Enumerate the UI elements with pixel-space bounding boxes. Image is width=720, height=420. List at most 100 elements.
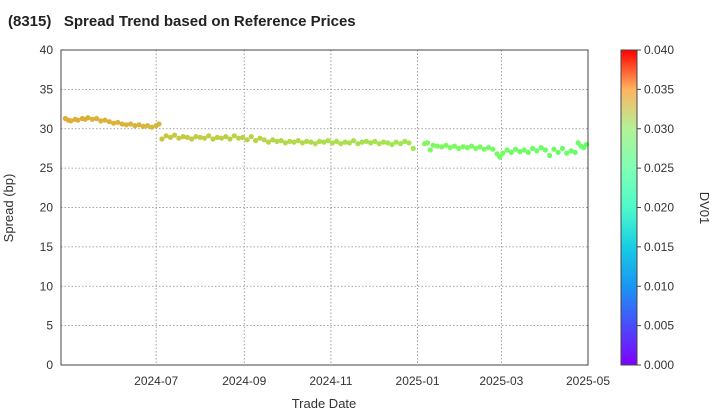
y-axis-label: Spread (bp) <box>1 174 16 243</box>
data-point <box>555 149 561 155</box>
data-point <box>123 122 129 128</box>
data-point <box>163 133 169 139</box>
colorbar-tick-label: 0.000 <box>644 358 674 372</box>
colorbar-tick-label: 0.030 <box>644 122 674 136</box>
data-point <box>424 140 431 146</box>
data-point <box>291 139 297 145</box>
data-point <box>201 135 208 141</box>
colorbar-tick-label: 0.020 <box>644 201 674 215</box>
data-point <box>521 147 527 153</box>
data-point <box>385 140 391 146</box>
data-point <box>145 123 151 129</box>
x-tick-label: 2025-01 <box>396 374 440 388</box>
data-point <box>75 117 81 123</box>
data-point <box>534 148 540 154</box>
data-point <box>119 121 125 127</box>
data-point <box>261 137 267 143</box>
data-point <box>111 120 117 126</box>
data-point <box>206 133 212 139</box>
data-point <box>223 134 229 140</box>
y-tick-label: 30 <box>40 122 54 136</box>
data-point <box>159 136 165 142</box>
data-point <box>282 140 288 146</box>
x-tick-label: 2024-07 <box>134 374 178 388</box>
y-tick-label: 15 <box>40 240 54 254</box>
y-tick-label: 35 <box>40 82 54 96</box>
colorbar-tick-label: 0.005 <box>644 319 674 333</box>
plot-frame <box>60 49 589 366</box>
data-point <box>299 140 306 146</box>
data-point <box>551 146 557 152</box>
data-point <box>85 115 91 121</box>
data-point <box>193 134 199 140</box>
data-point <box>304 138 310 144</box>
data-point <box>156 121 162 127</box>
colorbar-ticks: 0.000 0.005 0.010 0.015 0.020 0.025 0.030 0.035… <box>637 43 674 372</box>
data-point <box>372 138 378 144</box>
data-point <box>244 137 250 143</box>
data-point <box>464 145 470 151</box>
data-point <box>376 141 382 147</box>
data-point <box>447 145 453 151</box>
data-point <box>508 149 514 155</box>
data-point <box>443 142 449 148</box>
x-tick-label: 2025-05 <box>566 374 610 388</box>
data-point <box>468 143 475 149</box>
data-point <box>248 134 254 140</box>
data-point <box>538 145 544 151</box>
data-point <box>568 148 574 154</box>
colorbar-tick-label: 0.015 <box>644 240 674 254</box>
colorbar-tick-label: 0.010 <box>644 279 674 293</box>
data-point <box>106 119 112 125</box>
data-point <box>490 146 496 152</box>
data-point <box>227 136 233 142</box>
data-point <box>486 145 492 151</box>
data-point <box>270 137 276 143</box>
data-point <box>115 119 121 125</box>
data-point <box>473 145 479 151</box>
data-point <box>460 144 466 150</box>
data-point <box>140 123 146 129</box>
data-point <box>393 139 399 145</box>
data-point <box>321 139 327 145</box>
data-point <box>180 134 186 140</box>
x-axis-ticks: 2024-07 2024-09 2024-11 2025-01 2025-03 2025-… <box>134 374 610 388</box>
data-point <box>329 140 335 146</box>
data-point <box>359 139 365 145</box>
data-point <box>287 138 293 144</box>
data-point <box>342 139 348 145</box>
x-tick-label: 2025-03 <box>479 374 523 388</box>
data-point <box>351 138 357 144</box>
data-point <box>559 145 566 151</box>
data-point <box>572 149 578 155</box>
data-point <box>477 144 483 150</box>
y-tick-label: 20 <box>40 201 54 215</box>
data-point <box>504 147 510 153</box>
data-point <box>167 134 173 140</box>
data-point <box>240 134 246 140</box>
x-tick-label: 2024-11 <box>309 374 352 388</box>
colorbar <box>620 49 638 366</box>
data-point <box>355 141 361 147</box>
data-point <box>513 146 519 152</box>
data-point <box>128 121 134 127</box>
data-point <box>68 118 74 124</box>
data-point <box>176 135 182 141</box>
data-point <box>132 123 138 129</box>
data-point <box>368 140 374 146</box>
data-point <box>497 154 503 160</box>
data-point <box>98 118 104 124</box>
data-point <box>197 134 203 140</box>
data-point <box>325 138 331 144</box>
data-point <box>274 138 280 144</box>
x-axis-label: Trade Date <box>292 396 357 411</box>
data-point <box>265 139 271 145</box>
data-point <box>389 141 395 148</box>
data-point <box>434 143 440 149</box>
y-tick-label: 10 <box>40 279 54 293</box>
data-point <box>308 139 314 145</box>
data-point <box>214 134 220 140</box>
data-point <box>184 134 190 140</box>
data-point <box>397 141 404 147</box>
